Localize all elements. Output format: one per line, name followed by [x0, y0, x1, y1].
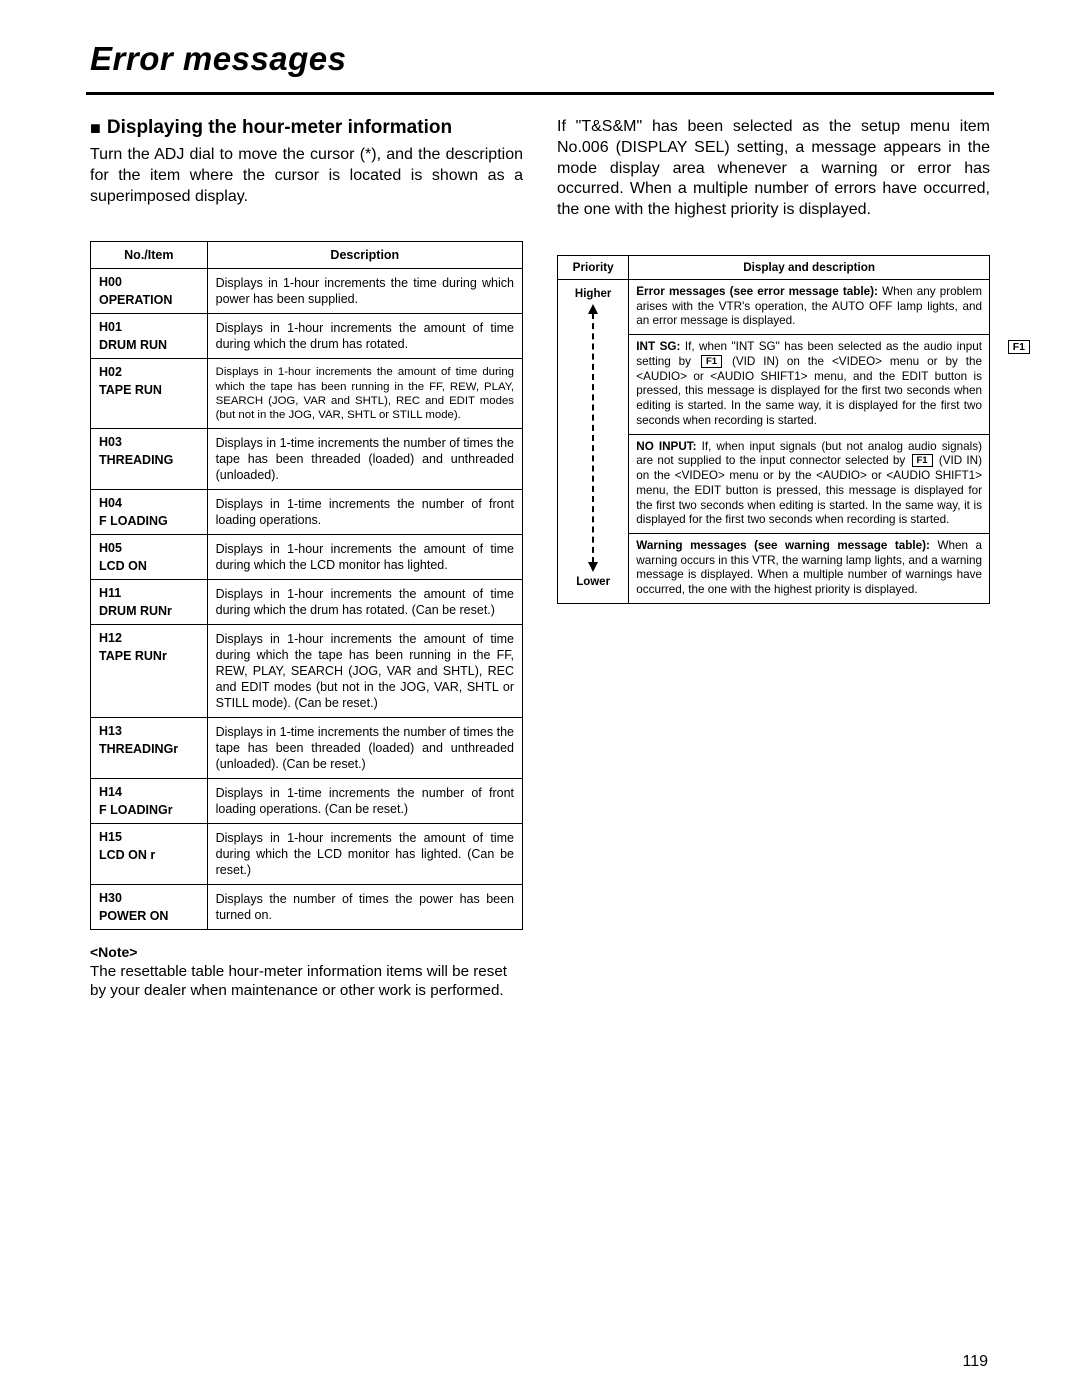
desc-cell: Displays in 1-time increments the number…	[207, 489, 522, 534]
table-row: H11DRUM RUNrDisplays in 1-hour increment…	[91, 579, 523, 624]
desc-cell: Displays in 1-hour increments the amount…	[207, 534, 522, 579]
table-row: H15LCD ON rDisplays in 1-hour increments…	[91, 823, 523, 884]
section-intro: Turn the ADJ dial to move the cursor (*)…	[90, 145, 523, 207]
desc-cell: Displays in 1-hour increments the time d…	[207, 269, 522, 314]
section-heading-text: Displaying the hour-meter information	[107, 117, 452, 139]
right-intro: If "T&S&M" has been selected as the setu…	[557, 117, 990, 221]
table-row: H14F LOADINGrDisplays in 1-time incremen…	[91, 778, 523, 823]
desc-cell: Displays in 1-hour increments the amount…	[207, 823, 522, 884]
table-row: H02TAPE RUNDisplays in 1-hour increments…	[91, 359, 523, 429]
table-row: H12TAPE RUNrDisplays in 1-hour increment…	[91, 624, 523, 717]
col-header-priority: Priority	[558, 255, 629, 279]
page-title: Error messages	[90, 40, 990, 78]
priority-row-desc: INT SG: If, when "INT SG" has been selec…	[629, 335, 990, 434]
page-number: 119	[962, 1353, 988, 1371]
item-cell: H14F LOADINGr	[91, 778, 208, 823]
title-rule	[86, 92, 994, 95]
note-text: The resettable table hour-meter informat…	[90, 962, 523, 1001]
hour-meter-table: No./Item Description H00OPERATIONDisplay…	[90, 241, 523, 930]
table-header-row: Priority Display and description	[558, 255, 990, 279]
desc-cell: Displays in 1-time increments the number…	[207, 717, 522, 778]
priority-higher-label: Higher	[575, 288, 611, 300]
table-row: H01DRUM RUNDisplays in 1-hour increments…	[91, 314, 523, 359]
f1-key-icon: F1	[701, 355, 722, 368]
item-cell: H02TAPE RUN	[91, 359, 208, 429]
two-column-layout: ■ Displaying the hour-meter information …	[90, 117, 990, 1001]
side-f1-marker: F1	[1006, 338, 1032, 356]
note-label: <Note>	[90, 944, 523, 960]
desc-cell: Displays in 1-hour increments the amount…	[207, 624, 522, 717]
col-header-desc: Description	[207, 242, 522, 269]
f1-key-icon: F1	[912, 454, 933, 467]
priority-lower-label: Lower	[576, 576, 610, 588]
f1-key-icon: F1	[1008, 340, 1030, 354]
item-cell: H15LCD ON r	[91, 823, 208, 884]
col-header-display: Display and description	[629, 255, 990, 279]
desc-cell: Displays in 1-hour increments the amount…	[207, 314, 522, 359]
square-bullet-icon: ■	[90, 118, 101, 139]
item-cell: H30POWER ON	[91, 884, 208, 929]
priority-row-desc: NO INPUT: If, when input signals (but no…	[629, 434, 990, 533]
priority-arrow-icon	[588, 304, 598, 572]
left-column: ■ Displaying the hour-meter information …	[90, 117, 523, 1001]
table-header-row: No./Item Description	[91, 242, 523, 269]
item-cell: H01DRUM RUN	[91, 314, 208, 359]
desc-cell: Displays in 1-hour increments the amount…	[207, 579, 522, 624]
table-row: H00OPERATIONDisplays in 1-hour increment…	[91, 269, 523, 314]
table-row: H04F LOADINGDisplays in 1-time increment…	[91, 489, 523, 534]
desc-cell: Displays in 1-hour increments the amount…	[207, 359, 522, 429]
item-cell: H04F LOADING	[91, 489, 208, 534]
item-cell: H00OPERATION	[91, 269, 208, 314]
table-row: H05LCD ONDisplays in 1-hour increments t…	[91, 534, 523, 579]
table-row: Higher Lower Error messages (see error m…	[558, 279, 990, 334]
desc-cell: Displays the number of times the power h…	[207, 884, 522, 929]
section-heading: ■ Displaying the hour-meter information	[90, 117, 523, 139]
item-cell: H12TAPE RUNr	[91, 624, 208, 717]
priority-row-desc: Error messages (see error message table)…	[629, 279, 990, 334]
item-cell: H13THREADINGr	[91, 717, 208, 778]
table-row: H30POWER ONDisplays the number of times …	[91, 884, 523, 929]
document-page: Error messages ■ Displaying the hour-met…	[0, 0, 1080, 1031]
desc-cell: Displays in 1-time increments the number…	[207, 778, 522, 823]
desc-cell: Displays in 1-time increments the number…	[207, 428, 522, 489]
priority-table: Priority Display and description Higher	[557, 255, 990, 604]
item-cell: H05LCD ON	[91, 534, 208, 579]
priority-axis-cell: Higher Lower	[558, 279, 629, 603]
col-header-item: No./Item	[91, 242, 208, 269]
table-row: H03THREADINGDisplays in 1-time increment…	[91, 428, 523, 489]
item-cell: H03THREADING	[91, 428, 208, 489]
priority-row-desc: Warning messages (see warning message ta…	[629, 534, 990, 604]
right-column: If "T&S&M" has been selected as the setu…	[557, 117, 990, 1001]
item-cell: H11DRUM RUNr	[91, 579, 208, 624]
table-row: H13THREADINGrDisplays in 1-time incremen…	[91, 717, 523, 778]
